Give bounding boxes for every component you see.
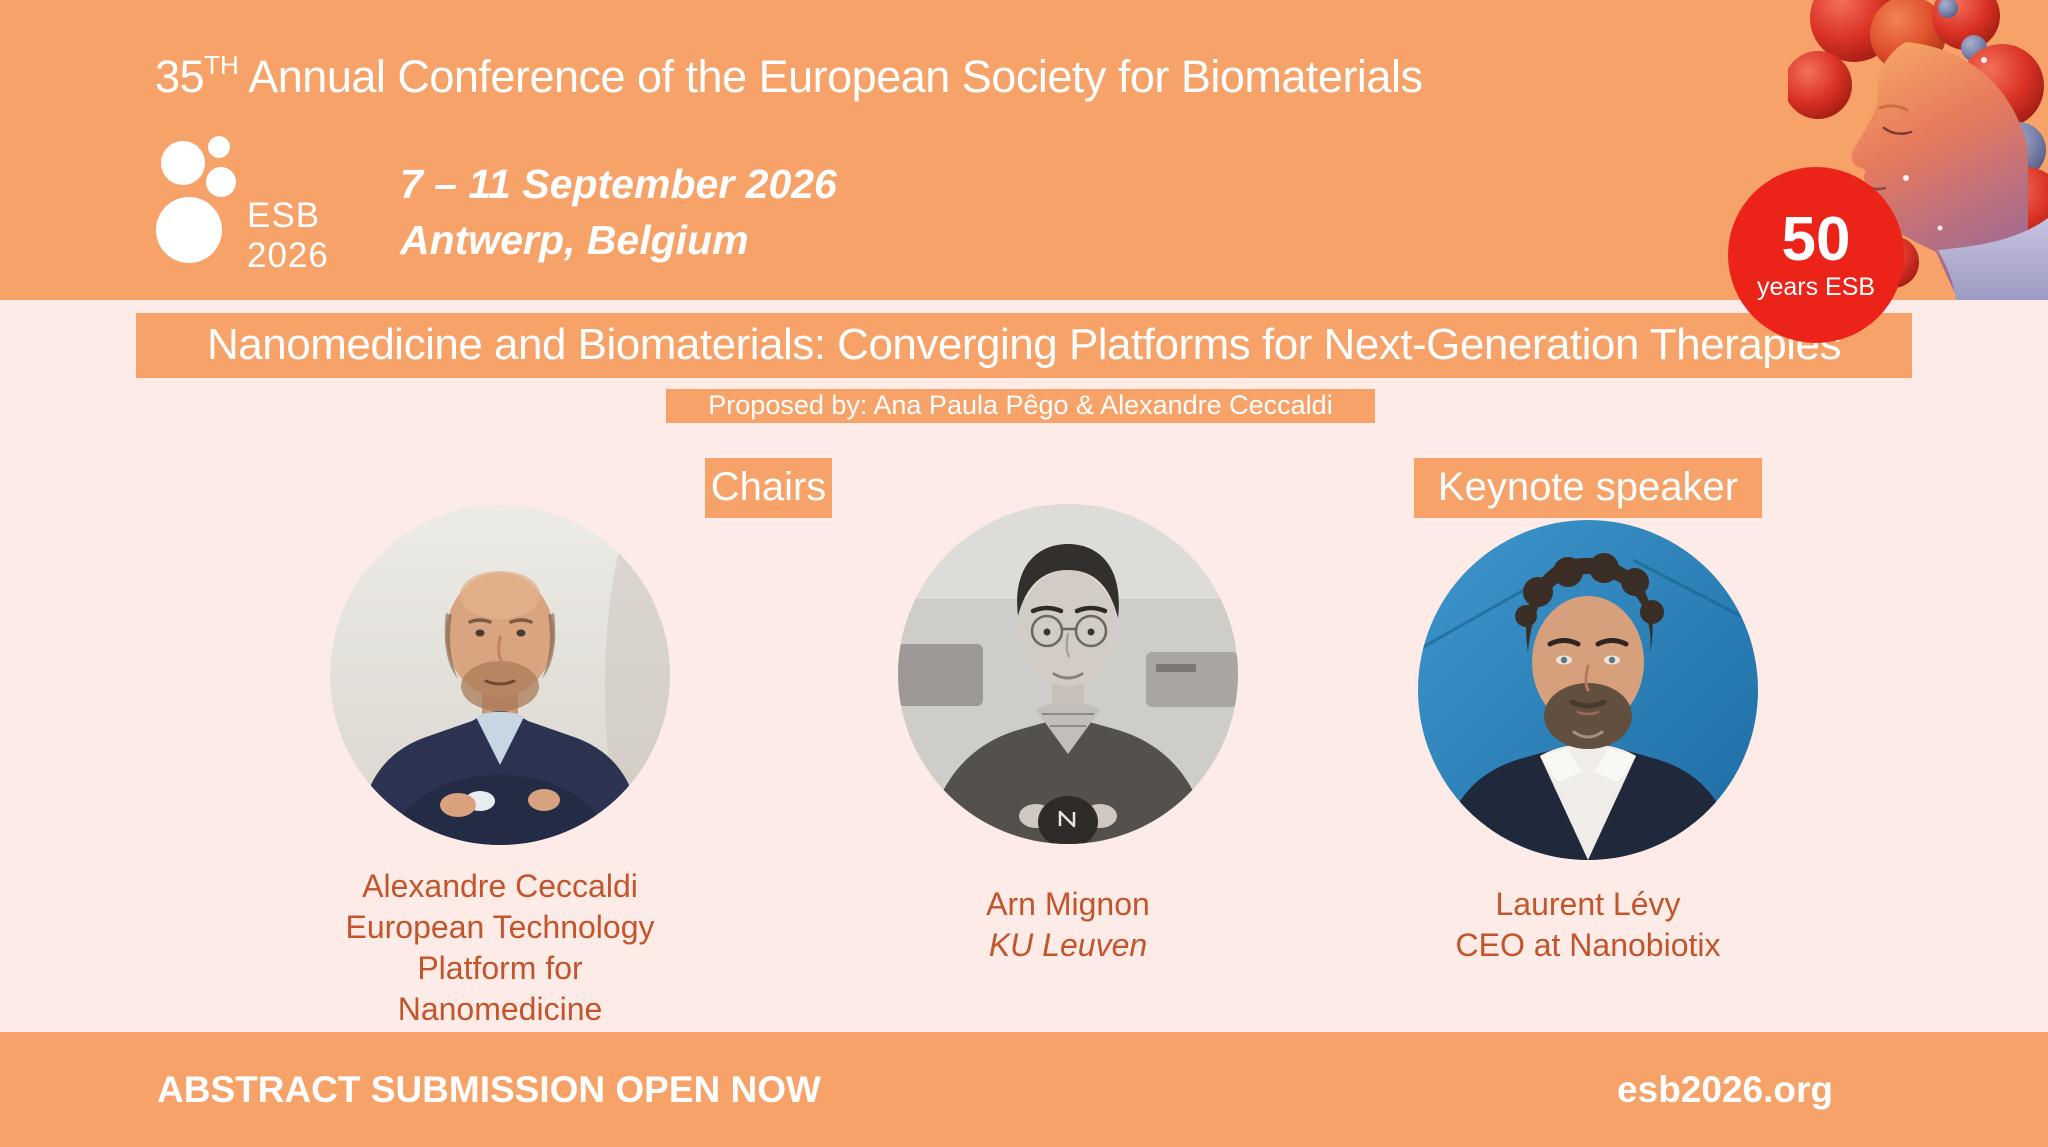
person-name: Arn Mignon [986, 886, 1150, 922]
footer-banner: ABSTRACT SUBMISSION OPEN NOW esb2026.org [0, 1032, 2048, 1147]
conference-title-number: 35 [155, 51, 205, 102]
conference-title: 35TH Annual Conference of the European S… [155, 50, 1423, 103]
esb-logo-circle [161, 141, 205, 185]
session-title-banner: Nanomedicine and Biomaterials: Convergin… [136, 313, 1912, 378]
caption-alexandre-ceccaldi: Alexandre Ceccaldi European Technology P… [300, 866, 700, 1030]
website-url: esb2026.org [1617, 1068, 1833, 1110]
esb-logo-line1: ESB [247, 196, 321, 235]
conference-title-ordinal: TH [204, 50, 239, 80]
keynote-speaker-label: Keynote speaker [1414, 458, 1762, 518]
person-name: Laurent Lévy [1495, 886, 1681, 922]
abstract-submission-text: ABSTRACT SUBMISSION OPEN NOW [157, 1068, 821, 1110]
esb-logo-circle [156, 197, 222, 263]
esb-logo-line2: 2026 [247, 236, 329, 275]
esb-logo-circle [208, 136, 230, 158]
header-banner: 35TH Annual Conference of the European S… [0, 0, 2048, 343]
decorative-face-art [1788, 0, 2048, 300]
person-affiliation: CEO at Nanobiotix [1455, 927, 1721, 963]
person-affiliation: KU Leuven [988, 927, 1148, 963]
esb-logo: ESB 2026 [150, 130, 400, 290]
portrait-laurent-levy [1418, 520, 1758, 860]
event-date-location: 7 – 11 September 2026 Antwerp, Belgium [400, 156, 837, 268]
chairs-label: Chairs [705, 458, 832, 518]
event-date: 7 – 11 September 2026 [400, 161, 837, 207]
esb-logo-circle [206, 167, 236, 197]
portrait-arn-mignon [898, 504, 1238, 844]
event-location: Antwerp, Belgium [400, 217, 749, 263]
caption-laurent-levy: Laurent Lévy CEO at Nanobiotix [1388, 884, 1788, 966]
anniversary-badge: 50 years ESB [1728, 167, 1904, 343]
portrait-alexandre-ceccaldi [330, 505, 670, 845]
esb-logo-text: ESB 2026 [247, 196, 329, 276]
conference-title-text: Annual Conference of the European Societ… [238, 51, 1423, 102]
proposed-by-banner: Proposed by: Ana Paula Pêgo & Alexandre … [666, 389, 1375, 423]
person-affiliation: European Technology Platform for Nanomed… [345, 909, 655, 1027]
anniversary-badge-number: 50 [1781, 205, 1851, 274]
anniversary-badge-caption: years ESB [1756, 273, 1876, 301]
person-name: Alexandre Ceccaldi [362, 868, 638, 904]
caption-arn-mignon: Arn Mignon KU Leuven [868, 884, 1268, 966]
